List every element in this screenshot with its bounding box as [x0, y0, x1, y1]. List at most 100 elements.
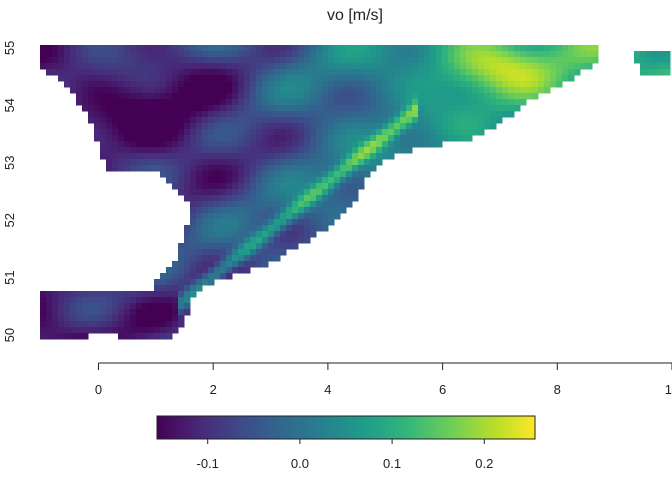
- heatmap-cell: [268, 135, 275, 142]
- heatmap-cell: [184, 261, 191, 268]
- heatmap-cell: [484, 99, 491, 106]
- heatmap-cell: [106, 129, 113, 136]
- heatmap-cell: [214, 93, 221, 100]
- heatmap-cell: [70, 333, 77, 340]
- heatmap-cell: [406, 111, 413, 118]
- heatmap-cell: [130, 297, 137, 304]
- heatmap-cell: [262, 81, 269, 88]
- heatmap-cell: [70, 57, 77, 64]
- heatmap-cell: [214, 177, 221, 184]
- heatmap-cell: [328, 129, 335, 136]
- heatmap-cell: [70, 291, 77, 298]
- heatmap-cell: [160, 303, 167, 310]
- heatmap-cell: [112, 111, 119, 118]
- heatmap-cell: [544, 51, 551, 58]
- heatmap-cell: [274, 123, 281, 130]
- heatmap-cell: [190, 141, 197, 148]
- heatmap-cell: [496, 51, 503, 58]
- heatmap-cell: [508, 45, 515, 52]
- heatmap-cell: [346, 171, 353, 178]
- heatmap-cell: [490, 111, 497, 118]
- heatmap-cell: [418, 93, 425, 100]
- heatmap-cell: [472, 123, 479, 130]
- heatmap-cell: [508, 63, 515, 70]
- heatmap-cell: [190, 159, 197, 166]
- heatmap-cell: [190, 123, 197, 130]
- heatmap-cell: [88, 99, 95, 106]
- heatmap-cell: [430, 75, 437, 82]
- heatmap-cell: [184, 57, 191, 64]
- heatmap-cell: [334, 123, 341, 130]
- heatmap-cell: [244, 255, 251, 262]
- heatmap-cell: [310, 63, 317, 70]
- heatmap-cell: [322, 75, 329, 82]
- heatmap-cell: [250, 237, 257, 244]
- heatmap-cell: [478, 87, 485, 94]
- heatmap-cell: [550, 63, 557, 70]
- chart-title: vo [m/s]: [327, 7, 383, 24]
- heatmap-cell: [364, 75, 371, 82]
- heatmap-cell: [196, 93, 203, 100]
- heatmap-cell: [136, 153, 143, 160]
- heatmap-cell: [130, 111, 137, 118]
- heatmap-cell: [322, 159, 329, 166]
- heatmap-cell: [262, 183, 269, 190]
- heatmap-cell: [190, 261, 197, 268]
- heatmap-cell: [82, 333, 89, 340]
- heatmap-cell: [208, 75, 215, 82]
- heatmap-cell: [298, 111, 305, 118]
- heatmap-cell: [220, 135, 227, 142]
- heatmap-cell: [292, 195, 299, 202]
- heatmap-cell: [196, 219, 203, 226]
- heatmap-cell: [328, 171, 335, 178]
- heatmap-cell: [358, 165, 365, 172]
- heatmap-cell: [520, 45, 527, 52]
- heatmap-cell: [370, 153, 377, 160]
- heatmap-cell: [202, 231, 209, 238]
- heatmap-cell: [226, 87, 233, 94]
- heatmap-cell: [364, 45, 371, 52]
- heatmap-cell: [334, 63, 341, 70]
- heatmap-cell: [502, 87, 509, 94]
- heatmap-cell: [310, 225, 317, 232]
- heatmap-cell: [154, 165, 161, 172]
- heatmap-cell: [460, 135, 467, 142]
- heatmap-cell: [286, 207, 293, 214]
- heatmap-cell: [130, 129, 137, 136]
- heatmap-cell: [172, 93, 179, 100]
- heatmap-cell: [220, 57, 227, 64]
- heatmap-cell: [502, 111, 509, 118]
- heatmap-cell: [208, 201, 215, 208]
- heatmap-cell: [184, 237, 191, 244]
- heatmap-cell: [196, 81, 203, 88]
- heatmap-cell: [232, 237, 239, 244]
- heatmap-cell: [100, 75, 107, 82]
- heatmap-cell: [160, 123, 167, 130]
- heatmap-cell: [238, 249, 245, 256]
- heatmap-cell: [220, 153, 227, 160]
- heatmap-cell: [334, 189, 341, 196]
- heatmap-cell: [436, 57, 443, 64]
- heatmap-cell: [466, 135, 473, 142]
- heatmap-cell: [370, 141, 377, 148]
- heatmap-cell: [292, 225, 299, 232]
- heatmap-cell: [58, 63, 65, 70]
- heatmap-cell: [226, 243, 233, 250]
- heatmap-cell: [226, 177, 233, 184]
- heatmap-cell: [124, 87, 131, 94]
- heatmap-cell: [196, 123, 203, 130]
- heatmap-cell: [346, 153, 353, 160]
- heatmap-cell: [502, 57, 509, 64]
- heatmap-cell: [142, 99, 149, 106]
- heatmap-cell: [178, 243, 185, 250]
- heatmap-cell: [124, 291, 131, 298]
- heatmap-cell: [202, 243, 209, 250]
- heatmap-cell: [154, 99, 161, 106]
- heatmap-cell: [118, 333, 125, 340]
- heatmap-cell: [478, 81, 485, 88]
- heatmap-cell: [184, 105, 191, 112]
- heatmap-cell: [340, 117, 347, 124]
- heatmap-cell: [214, 147, 221, 154]
- heatmap-cell: [118, 45, 125, 52]
- heatmap-cell: [178, 153, 185, 160]
